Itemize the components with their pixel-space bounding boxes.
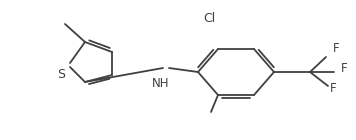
Text: F: F (341, 61, 347, 74)
Text: S: S (57, 68, 65, 81)
Text: NH: NH (152, 77, 170, 90)
Text: F: F (330, 82, 337, 95)
Text: Cl: Cl (203, 11, 215, 24)
Text: F: F (333, 43, 340, 55)
